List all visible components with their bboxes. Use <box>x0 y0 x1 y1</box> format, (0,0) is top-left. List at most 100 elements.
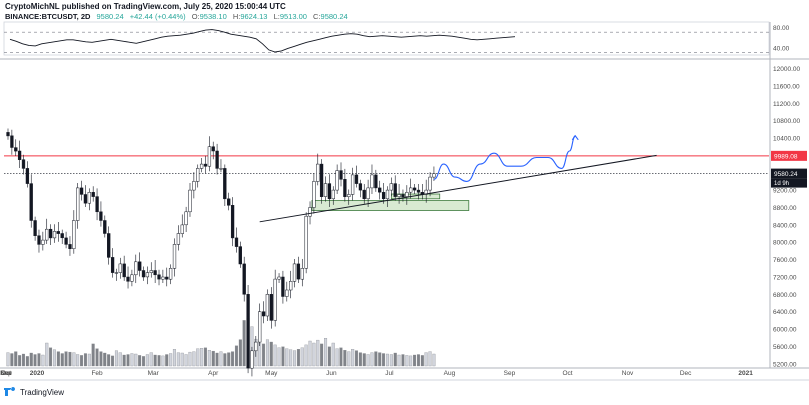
time-tick-label: 2021 <box>738 370 753 377</box>
price-tick-label: 11600.00 <box>773 83 800 90</box>
volume-bar <box>37 353 41 367</box>
volume-bar <box>351 349 355 367</box>
volume-bar <box>296 349 300 367</box>
volume-bar <box>157 355 161 367</box>
candle-body <box>362 189 366 200</box>
time-tick-label: Dec <box>680 370 692 377</box>
time-tick-label: Sep <box>0 370 12 377</box>
time-tick-label: 2020 <box>30 370 45 377</box>
candle-body <box>254 341 258 352</box>
volume-bar <box>219 351 223 367</box>
countdown-box <box>771 178 807 188</box>
volume-bar <box>227 352 231 367</box>
candle-body <box>68 244 72 249</box>
time-tick-label: Mar <box>148 370 160 377</box>
candle-body <box>397 194 401 197</box>
symbol-label: BINANCE:BTCUSDT, 2D <box>5 12 91 21</box>
candle-body <box>269 294 273 321</box>
price-tick-label: 12000.00 <box>773 66 800 73</box>
price-tick-label: 7600.00 <box>773 257 797 264</box>
volume-bar <box>335 348 339 367</box>
volume-bar <box>327 346 331 367</box>
volume-bar <box>188 351 192 367</box>
price-tick-label: 11200.00 <box>773 101 800 108</box>
support-zone <box>390 193 441 200</box>
candle-body <box>76 187 80 221</box>
candle-body <box>149 270 153 273</box>
candle-body <box>17 150 22 160</box>
volume-bar <box>192 351 196 367</box>
candle-body <box>358 183 363 191</box>
candle-body <box>192 181 196 191</box>
price-label-text: 9580.24 <box>774 171 798 178</box>
candle-body <box>134 261 138 276</box>
volume-bar <box>49 347 53 367</box>
volume-bar <box>370 352 374 367</box>
candle-body <box>215 150 219 169</box>
volume-bar <box>80 355 84 367</box>
volume-bar <box>382 353 386 367</box>
candle-body <box>56 231 60 234</box>
volume-bar <box>72 352 76 367</box>
candle-body <box>199 163 204 169</box>
volume-bar <box>347 351 351 367</box>
volume-bar <box>134 353 138 367</box>
candle-body <box>289 281 293 291</box>
candle-body <box>180 224 184 234</box>
volume-bar <box>10 353 14 367</box>
last-price: 9580.24 <box>97 12 124 21</box>
candle-body <box>14 147 18 152</box>
candle-body <box>385 189 390 200</box>
candlestick-series <box>6 128 436 377</box>
candle-body <box>281 276 285 297</box>
candle-body <box>60 233 64 239</box>
volume-bar <box>289 349 293 367</box>
volume-bar <box>165 354 169 367</box>
volume-bar <box>413 354 417 367</box>
projection-path <box>433 135 576 182</box>
candle-body <box>87 192 91 204</box>
candle-body <box>72 220 76 249</box>
candle-body <box>246 294 250 369</box>
volume-bar <box>149 352 153 367</box>
drawings-layer <box>259 134 657 223</box>
volume-bar <box>432 353 436 367</box>
tradingview-logo-icon <box>4 387 16 396</box>
volume-bar <box>281 346 285 367</box>
volume-bar <box>103 352 107 367</box>
time-tick-label: Jul <box>385 370 394 377</box>
candle-body <box>258 311 262 343</box>
candle-body <box>405 192 409 197</box>
volume-bar <box>211 350 215 367</box>
candle-body <box>230 205 235 239</box>
candle-body <box>323 183 328 197</box>
candle-body <box>83 194 88 204</box>
time-tick-label: Apr <box>208 370 219 377</box>
candle-body <box>378 187 382 193</box>
candle-body <box>145 272 150 278</box>
candle-body <box>91 192 95 197</box>
price-tick-label: 5200.00 <box>773 361 797 368</box>
candle-body <box>347 194 351 197</box>
volume-bar <box>354 350 358 367</box>
candle-body <box>354 174 359 184</box>
tradingview-logo[interactable]: TradingView <box>4 387 64 397</box>
candle-body <box>412 187 417 191</box>
open-label: O: <box>192 12 200 21</box>
candle-body <box>292 263 297 282</box>
volume-bar <box>21 353 25 367</box>
price-label-text: 9989.08 <box>774 153 798 160</box>
rsi-tick-label: 80.00 <box>773 25 790 32</box>
volume-bar <box>45 342 49 367</box>
support-zone <box>311 200 470 211</box>
candle-body <box>331 189 335 200</box>
volume-bar <box>385 353 389 367</box>
volume-bar <box>416 354 420 367</box>
candle-body <box>203 163 208 167</box>
volume-bar <box>265 339 269 367</box>
volume-bar <box>389 354 393 367</box>
candle-body <box>138 261 142 271</box>
volume-bar <box>114 350 118 367</box>
volume-bar <box>397 354 401 367</box>
